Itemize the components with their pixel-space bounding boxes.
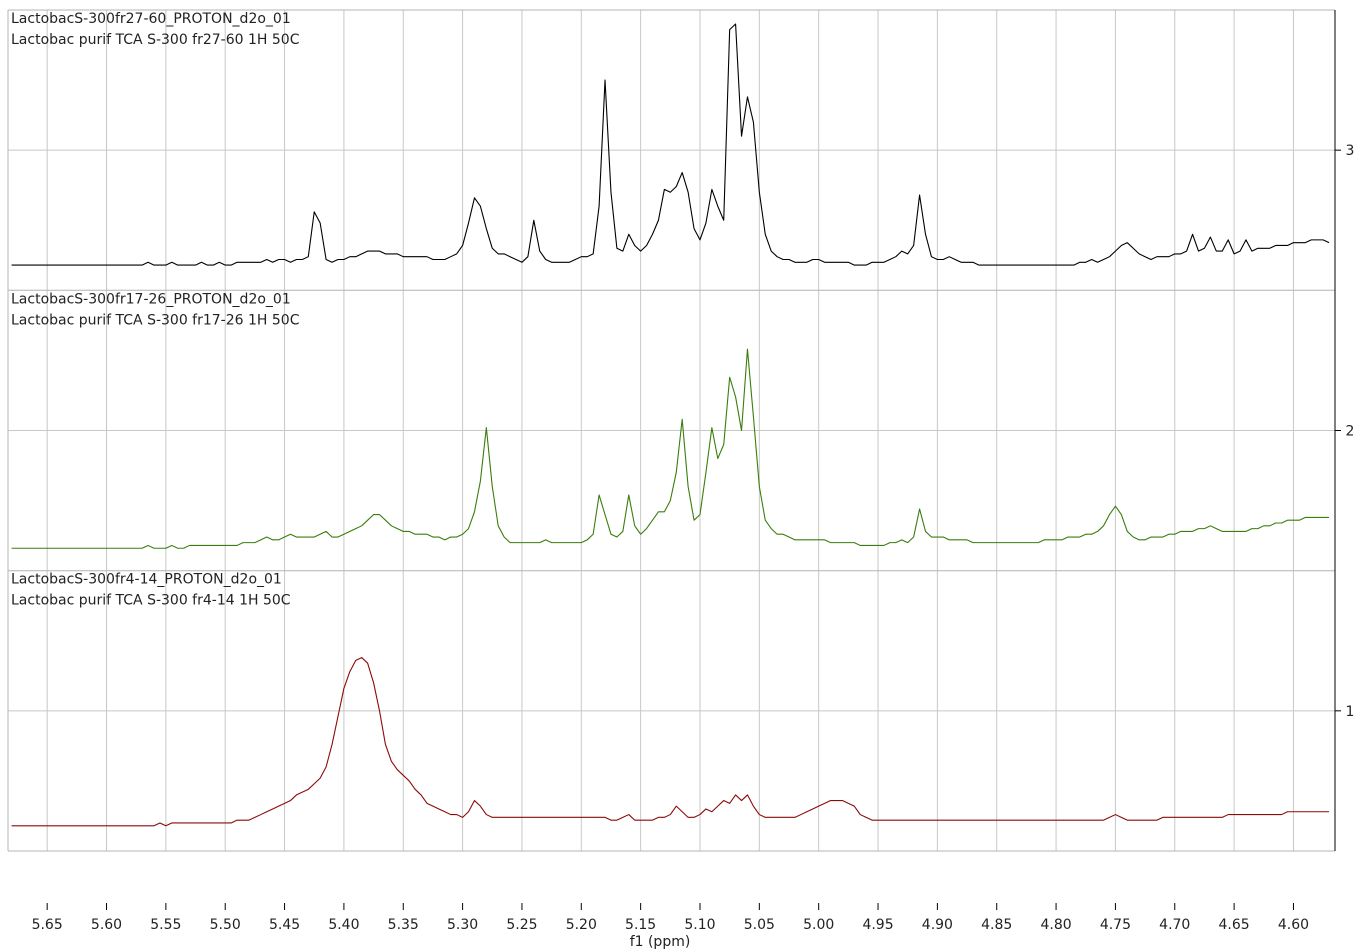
x-tick-label: 4.70 (1159, 917, 1190, 933)
series-name: LactobacS-300fr27-60_PROTON_d2o_01 (11, 11, 291, 27)
x-tick-label: 5.60 (91, 917, 122, 933)
series-name: LactobacS-300fr4-14_PROTON_d2o_01 (11, 572, 282, 588)
x-tick-label: 5.25 (506, 917, 537, 933)
x-tick-label: 5.30 (447, 917, 478, 933)
x-tick-label: 4.65 (1219, 917, 1250, 933)
y-tick-label: 3 (1346, 143, 1355, 159)
x-tick-label: 5.65 (32, 917, 63, 933)
x-tick-label: 5.35 (388, 917, 419, 933)
x-tick-label: 4.80 (1040, 917, 1071, 933)
grid-layer (8, 10, 1335, 851)
x-tick-label: 5.15 (625, 917, 656, 933)
spectrum-line (11, 657, 1330, 827)
x-tick-label: 5.50 (210, 917, 241, 933)
x-axis-label: f1 (ppm) (630, 934, 691, 950)
series-experiment: Lactobac purif TCA S-300 fr27-60 1H 50C (11, 32, 300, 48)
x-tick-label: 4.60 (1278, 917, 1309, 933)
series-experiment: Lactobac purif TCA S-300 fr17-26 1H 50C (11, 312, 300, 328)
spectrum-line (11, 348, 1330, 549)
x-tick-label: 5.20 (566, 917, 597, 933)
x-tick-label: 4.85 (981, 917, 1012, 933)
spectrum-line (11, 23, 1330, 266)
x-tick-label: 5.55 (150, 917, 181, 933)
x-tick-label: 5.40 (328, 917, 359, 933)
x-tick-label: 5.05 (744, 917, 775, 933)
y-tick-label: 1 (1346, 704, 1355, 720)
x-tick-label: 5.00 (803, 917, 834, 933)
x-tick-label: 5.10 (684, 917, 715, 933)
x-tick-label: 4.75 (1100, 917, 1131, 933)
y-tick-label: 2 (1346, 424, 1355, 440)
series-experiment: Lactobac purif TCA S-300 fr4-14 1H 50C (11, 593, 291, 609)
x-tick-label: 5.45 (269, 917, 300, 933)
x-tick-label: 4.95 (862, 917, 893, 933)
x-tick-label: 4.90 (922, 917, 953, 933)
series-name: LactobacS-300fr17-26_PROTON_d2o_01 (11, 291, 291, 307)
